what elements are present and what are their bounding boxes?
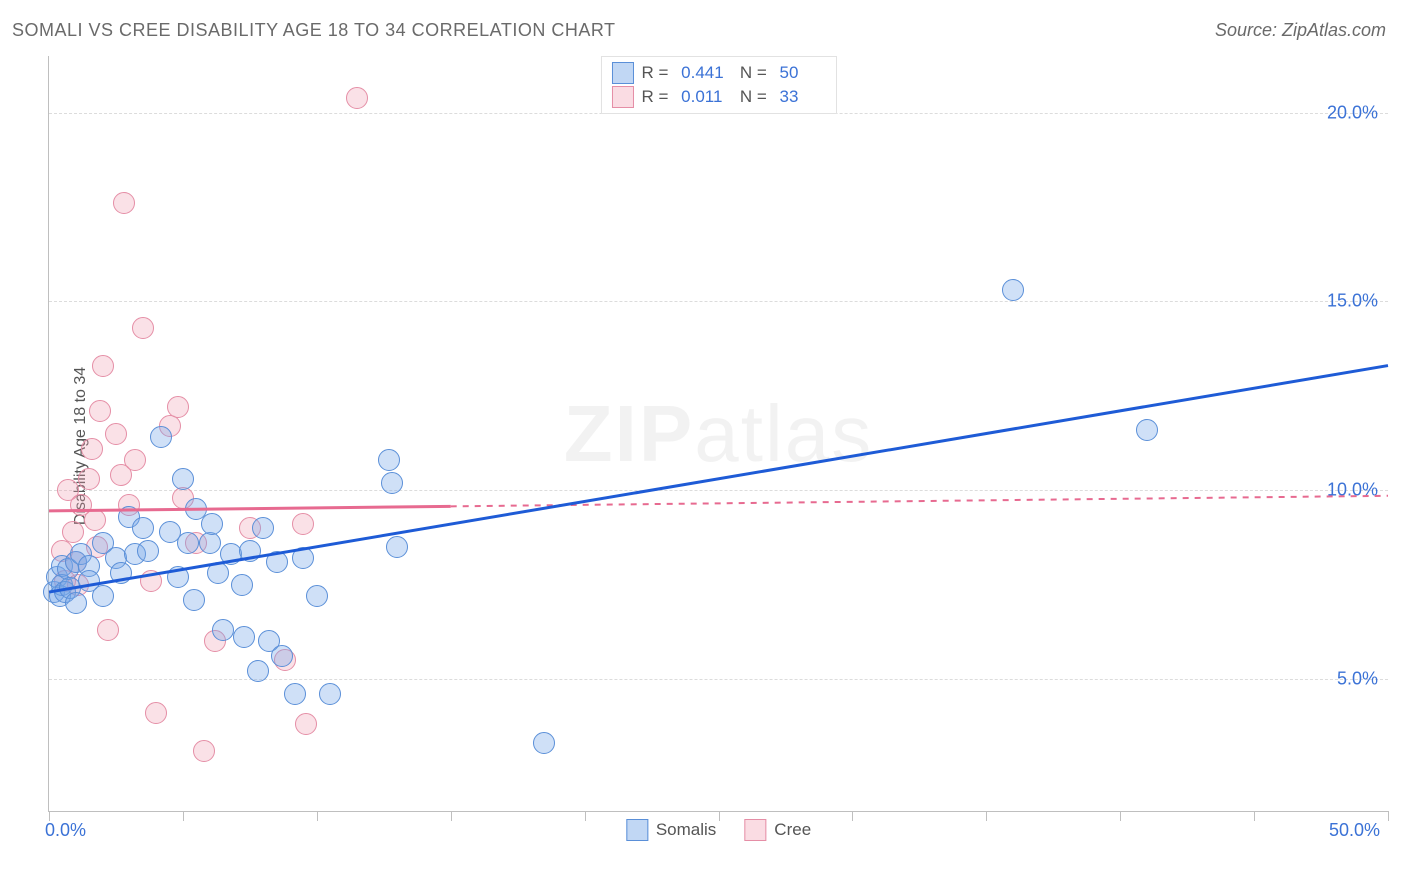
y-tick-label: 10.0% xyxy=(1327,480,1378,501)
watermark: ZIPatlas xyxy=(564,388,873,480)
scatter-point xyxy=(386,536,408,558)
scatter-point xyxy=(212,619,234,641)
scatter-point xyxy=(533,732,555,754)
x-tick xyxy=(317,811,318,821)
x-tick xyxy=(852,811,853,821)
scatter-point xyxy=(381,472,403,494)
scatter-point xyxy=(319,683,341,705)
y-tick-label: 20.0% xyxy=(1327,102,1378,123)
scatter-point xyxy=(1136,419,1158,441)
y-tick-label: 15.0% xyxy=(1327,291,1378,312)
x-tick xyxy=(1388,811,1389,821)
scatter-point xyxy=(306,585,328,607)
scatter-point xyxy=(233,626,255,648)
y-tick-label: 5.0% xyxy=(1337,668,1378,689)
scatter-point xyxy=(247,660,269,682)
scatter-point xyxy=(65,592,87,614)
scatter-point xyxy=(89,400,111,422)
x-tick xyxy=(719,811,720,821)
scatter-point xyxy=(167,396,189,418)
x-tick xyxy=(585,811,586,821)
scatter-point xyxy=(84,509,106,531)
scatter-point xyxy=(105,423,127,445)
x-tick xyxy=(1254,811,1255,821)
scatter-point xyxy=(167,566,189,588)
x-tick xyxy=(451,811,452,821)
scatter-point xyxy=(346,87,368,109)
scatter-point xyxy=(92,585,114,607)
chart-plot-area: ZIPatlas R = 0.441 N = 50 R = 0.011 N = … xyxy=(48,56,1388,812)
legend-swatch-cree xyxy=(744,819,766,841)
scatter-point xyxy=(113,192,135,214)
gridline xyxy=(49,490,1388,491)
scatter-point xyxy=(183,589,205,611)
scatter-point xyxy=(207,562,229,584)
scatter-point xyxy=(62,521,84,543)
chart-title: SOMALI VS CREE DISABILITY AGE 18 TO 34 C… xyxy=(12,20,616,41)
scatter-point xyxy=(132,517,154,539)
scatter-point xyxy=(292,513,314,535)
scatter-point xyxy=(172,468,194,490)
scatter-point xyxy=(295,713,317,735)
scatter-point xyxy=(92,355,114,377)
legend-swatch-pink xyxy=(611,86,633,108)
scatter-point xyxy=(177,532,199,554)
x-tick xyxy=(1120,811,1121,821)
scatter-point xyxy=(231,574,253,596)
scatter-point xyxy=(132,317,154,339)
scatter-point xyxy=(97,619,119,641)
scatter-point xyxy=(284,683,306,705)
legend-swatch-blue xyxy=(611,62,633,84)
scatter-point xyxy=(271,645,293,667)
x-tick xyxy=(986,811,987,821)
scatter-point xyxy=(199,532,221,554)
scatter-point xyxy=(150,426,172,448)
scatter-point xyxy=(252,517,274,539)
legend-label-somalis: Somalis xyxy=(656,820,716,840)
legend-label-cree: Cree xyxy=(774,820,811,840)
scatter-point xyxy=(145,702,167,724)
scatter-point xyxy=(140,570,162,592)
x-tick xyxy=(183,811,184,821)
gridline xyxy=(49,301,1388,302)
scatter-point xyxy=(110,562,132,584)
scatter-point xyxy=(201,513,223,535)
legend-correlation: R = 0.441 N = 50 R = 0.011 N = 33 xyxy=(600,56,836,114)
scatter-point xyxy=(292,547,314,569)
legend-series: Somalis Cree xyxy=(626,819,811,841)
scatter-point xyxy=(193,740,215,762)
scatter-point xyxy=(239,540,261,562)
scatter-point xyxy=(378,449,400,471)
scatter-point xyxy=(81,438,103,460)
scatter-point xyxy=(266,551,288,573)
scatter-point xyxy=(124,449,146,471)
x-tick-label: 0.0% xyxy=(45,820,86,841)
scatter-point xyxy=(137,540,159,562)
x-tick-label: 50.0% xyxy=(1329,820,1380,841)
scatter-point xyxy=(1002,279,1024,301)
source-label: Source: ZipAtlas.com xyxy=(1215,20,1386,41)
scatter-point xyxy=(78,468,100,490)
legend-swatch-somalis xyxy=(626,819,648,841)
